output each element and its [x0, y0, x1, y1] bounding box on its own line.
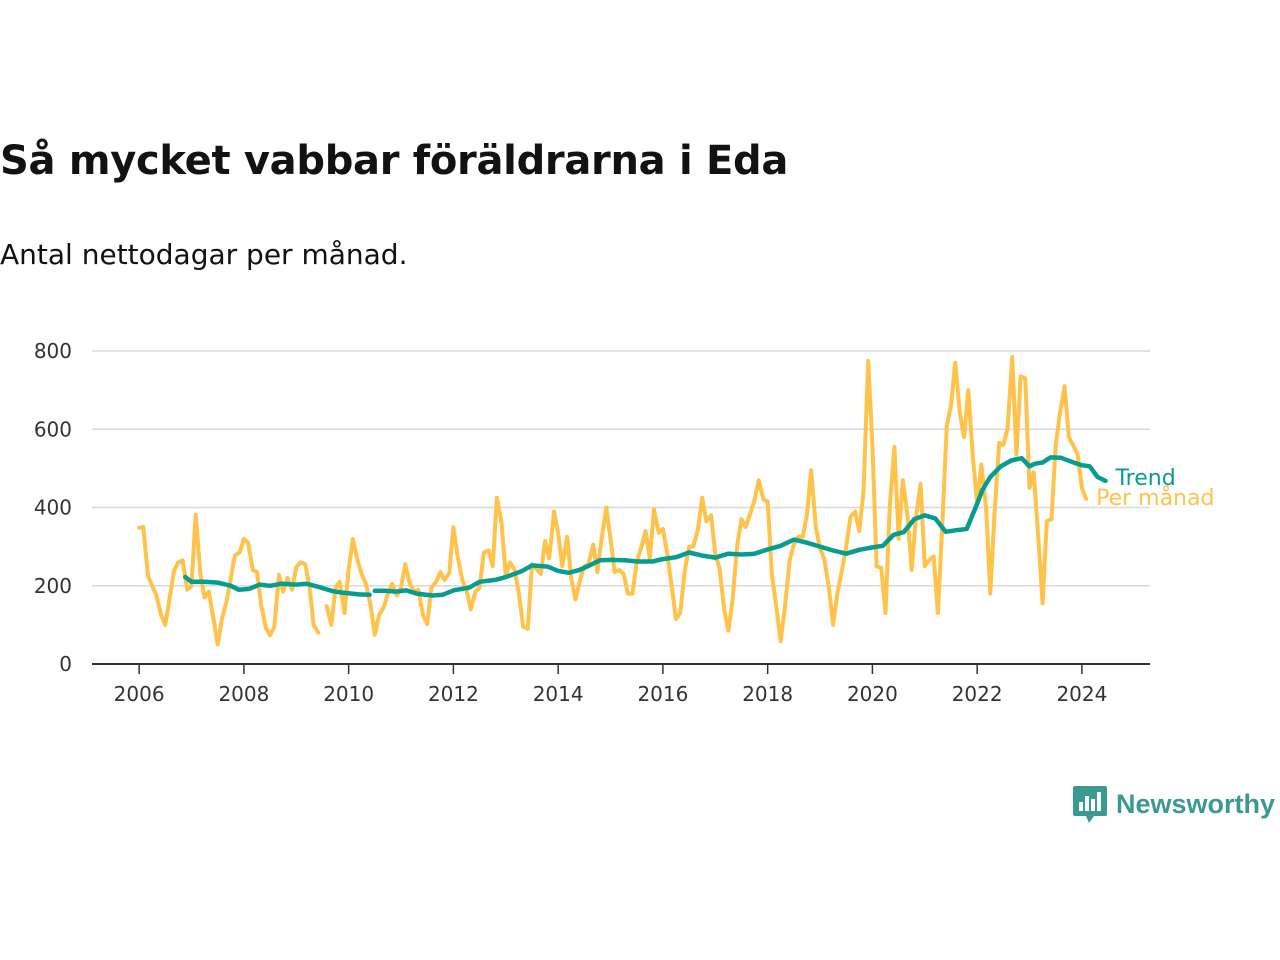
x-tick-label: 2014: [533, 682, 584, 706]
y-tick-label: 600: [34, 417, 72, 441]
chart-subtitle: Antal nettodagar per månad.: [0, 238, 408, 271]
x-tick-label: 2006: [114, 682, 165, 706]
y-tick-label: 0: [59, 652, 72, 676]
x-tick-label: 2010: [323, 682, 374, 706]
series-label-trend: Trend: [1114, 466, 1175, 491]
x-tick-label: 2020: [847, 682, 898, 706]
series-lines: [137, 354, 1108, 647]
y-tick-label: 200: [34, 574, 72, 598]
x-tick-label: 2016: [637, 682, 688, 706]
brand-name: Newsworthy: [1116, 788, 1276, 819]
series-line-per-m-nad: [137, 354, 1089, 647]
chart-title: Så mycket vabbar föräldrarna i Eda: [0, 138, 789, 184]
x-tick-label: 2008: [218, 682, 269, 706]
y-tick-label: 800: [34, 339, 72, 363]
x-tick-label: 2012: [428, 682, 479, 706]
series-line-trend: [182, 455, 1108, 598]
newsworthy-logo: Newsworthy: [1072, 784, 1275, 824]
x-tick-label: 2018: [742, 682, 793, 706]
gridlines: [92, 350, 1150, 665]
bar-chart-bubble-icon: [1073, 786, 1107, 823]
x-tick-label: 2022: [952, 682, 1003, 706]
x-tick-label: 2024: [1056, 682, 1107, 706]
series-label-per-m-nad: Per månad: [1096, 485, 1214, 511]
x-axis-ticks: 2006 2008 2010 2012 2014 2016 2018 2020 2022 2024: [114, 664, 1107, 706]
y-tick-label: 400: [34, 496, 72, 520]
y-axis-ticks: 0 200 400 600 800: [34, 339, 72, 676]
